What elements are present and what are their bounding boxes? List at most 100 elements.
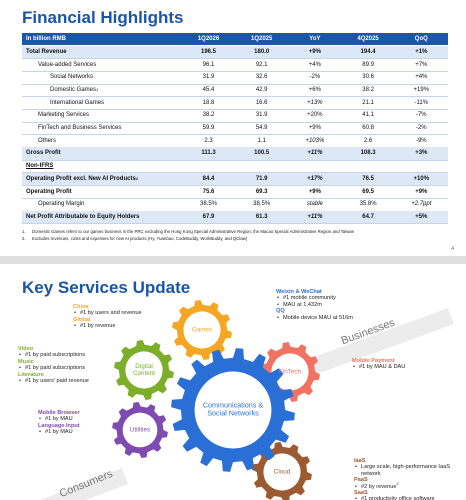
value-cell: +1% — [415, 48, 428, 55]
value-cell: -11% — [414, 99, 429, 106]
arrow-band — [40, 468, 128, 500]
column-header: 1Q2026 — [197, 36, 220, 42]
slide-title: Key Services Update — [22, 278, 191, 297]
value-cell: +20% — [307, 112, 323, 119]
footnote-number: 1. — [22, 229, 26, 234]
footnote-text: Excludes revenues, costs and expenses fo… — [32, 235, 248, 241]
value-cell: 69.3 — [255, 188, 268, 195]
value-cell: 76.5 — [362, 175, 374, 182]
value-cell: 38.5% — [253, 201, 271, 208]
row-label-cell: Operating Profit — [26, 185, 72, 198]
value-cell: 16.6 — [255, 99, 268, 106]
table-row: Value-added Services 96.1 92.1 +4% 89.9 +7% — [22, 58, 448, 72]
table-row: Non-IFRS — [22, 160, 448, 174]
value-cell: 108.3 — [360, 150, 376, 157]
service-name: Music — [18, 358, 34, 365]
row-label-cell: Net Profit Attributable to Equity Holder… — [26, 211, 139, 224]
value-cell: +4% — [415, 74, 428, 81]
value-cell: stable — [306, 201, 323, 208]
service-name: Video — [18, 346, 34, 352]
gear-label: FinTech — [278, 368, 302, 376]
value-cell: +10% — [413, 175, 430, 182]
value-cell: 38.2 — [202, 112, 215, 119]
service-bullet: #2 by revenue2 — [354, 481, 464, 490]
value-cell: +19% — [413, 86, 430, 93]
table-row: Social Networks 31.9 32.6 -2% 30.6 +4% — [22, 71, 448, 85]
bullet-text: #1 by MAU & DAU — [359, 364, 406, 371]
value-cell: 96.1 — [202, 61, 215, 68]
value-cell: +9% — [308, 125, 321, 132]
row-label-cell: Non-IFRS — [26, 160, 53, 173]
row-label: Net Profit Attributable to Equity Holder… — [26, 213, 140, 220]
row-label: International Games — [50, 99, 105, 106]
value-cell: +6% — [308, 86, 321, 93]
value-cell: 21.1 — [362, 99, 374, 106]
row-label-cell: Others — [38, 134, 56, 147]
value-cell: -7% — [415, 112, 427, 119]
value-cell: 92.1 — [255, 61, 268, 68]
service-name: China — [73, 304, 89, 310]
service-bullet: #1 by revenue — [73, 323, 183, 330]
table-row: Net Profit Attributable to Equity Holder… — [22, 210, 448, 225]
footnote-text: Domestic Games refers to our games busin… — [32, 229, 355, 234]
gear-hub — [271, 353, 309, 391]
page-number: 4 — [451, 246, 454, 252]
value-cell: 38.5% — [199, 201, 217, 208]
value-cell: +103% — [305, 137, 325, 144]
row-label-cell: Marketing Services — [38, 109, 89, 122]
row-label-cell: FinTech and Business Services — [38, 122, 121, 135]
value-cell: 38.2 — [362, 86, 374, 93]
bullet-text: #2 by revenue — [361, 483, 397, 490]
value-cell: +4% — [308, 61, 321, 68]
table-row: Gross Profit 111.3 100.5 +11% 108.3 +3% — [22, 147, 448, 161]
bullet-text: #1 by users and revenue — [80, 310, 142, 317]
service-name: QQ — [276, 308, 285, 315]
row-label-cell: Operating Margin — [38, 198, 84, 211]
service-name: Weixin & WeChat — [276, 289, 322, 295]
service-bullet: #1 productivity office software applicat… — [354, 496, 464, 500]
row-label-cell: International Games — [50, 96, 104, 109]
gear-label: Digital Content — [132, 362, 156, 377]
slide-title: Financial Highlights — [22, 8, 184, 27]
value-cell: +7% — [415, 61, 428, 68]
row-label: Operating Margin — [38, 201, 85, 208]
table-row: Others 2.3 1.1 +103% 2.6 -9% — [22, 134, 448, 149]
row-label-cell: Total Revenue — [26, 46, 67, 59]
table-row: Domestic Games 1 45.4 42.9 +6% 38.2 +19% — [22, 84, 448, 98]
value-cell: 42.9 — [255, 86, 268, 93]
row-label: FinTech and Business Services — [38, 125, 122, 132]
row-label: Operating Profit — [26, 188, 72, 195]
value-cell: 60.8 — [362, 125, 374, 132]
service-bullet: #1 by MAU — [38, 429, 138, 436]
value-cell: 84.4 — [202, 175, 215, 182]
service-bullet: #1 by users' paid revenue — [18, 378, 133, 385]
value-cell: 41.1 — [362, 112, 374, 119]
value-cell: 196.5 — [200, 48, 216, 55]
footnote: 2. Excludes revenues, costs and expenses … — [22, 236, 247, 241]
bullet-text: #1 by users' paid revenue — [25, 378, 89, 385]
value-cell: 64.7 — [362, 213, 374, 220]
bullet-text: Large scale, high-performance IaaS netwo… — [361, 464, 450, 477]
row-label: Domestic Games — [50, 86, 97, 93]
row-label: Social Networks — [50, 74, 94, 81]
bullet-text: #1 by paid subscriptions — [25, 352, 86, 359]
service-bullet: #1 by paid subscriptions — [18, 365, 133, 372]
bullet-text: #1 mobile community — [283, 295, 336, 302]
bullet-text: #1 by revenue — [80, 323, 116, 330]
column-header: YoY — [309, 36, 321, 42]
bullet-text: #1 productivity office software applicat… — [361, 496, 435, 500]
gear-hub — [263, 453, 301, 491]
row-label-cell: Gross Profit — [26, 147, 61, 160]
row-label: Others — [38, 137, 57, 144]
row-label-cell: Social Networks — [50, 71, 93, 84]
gear-label: Games — [191, 326, 213, 334]
service-name: Global — [73, 316, 91, 323]
value-cell: 32.6 — [255, 74, 268, 81]
value-cell: 89.9 — [362, 61, 374, 68]
service-name: SaaS — [354, 490, 368, 497]
value-cell: 194.4 — [360, 48, 376, 55]
value-cell: -2% — [415, 125, 427, 132]
